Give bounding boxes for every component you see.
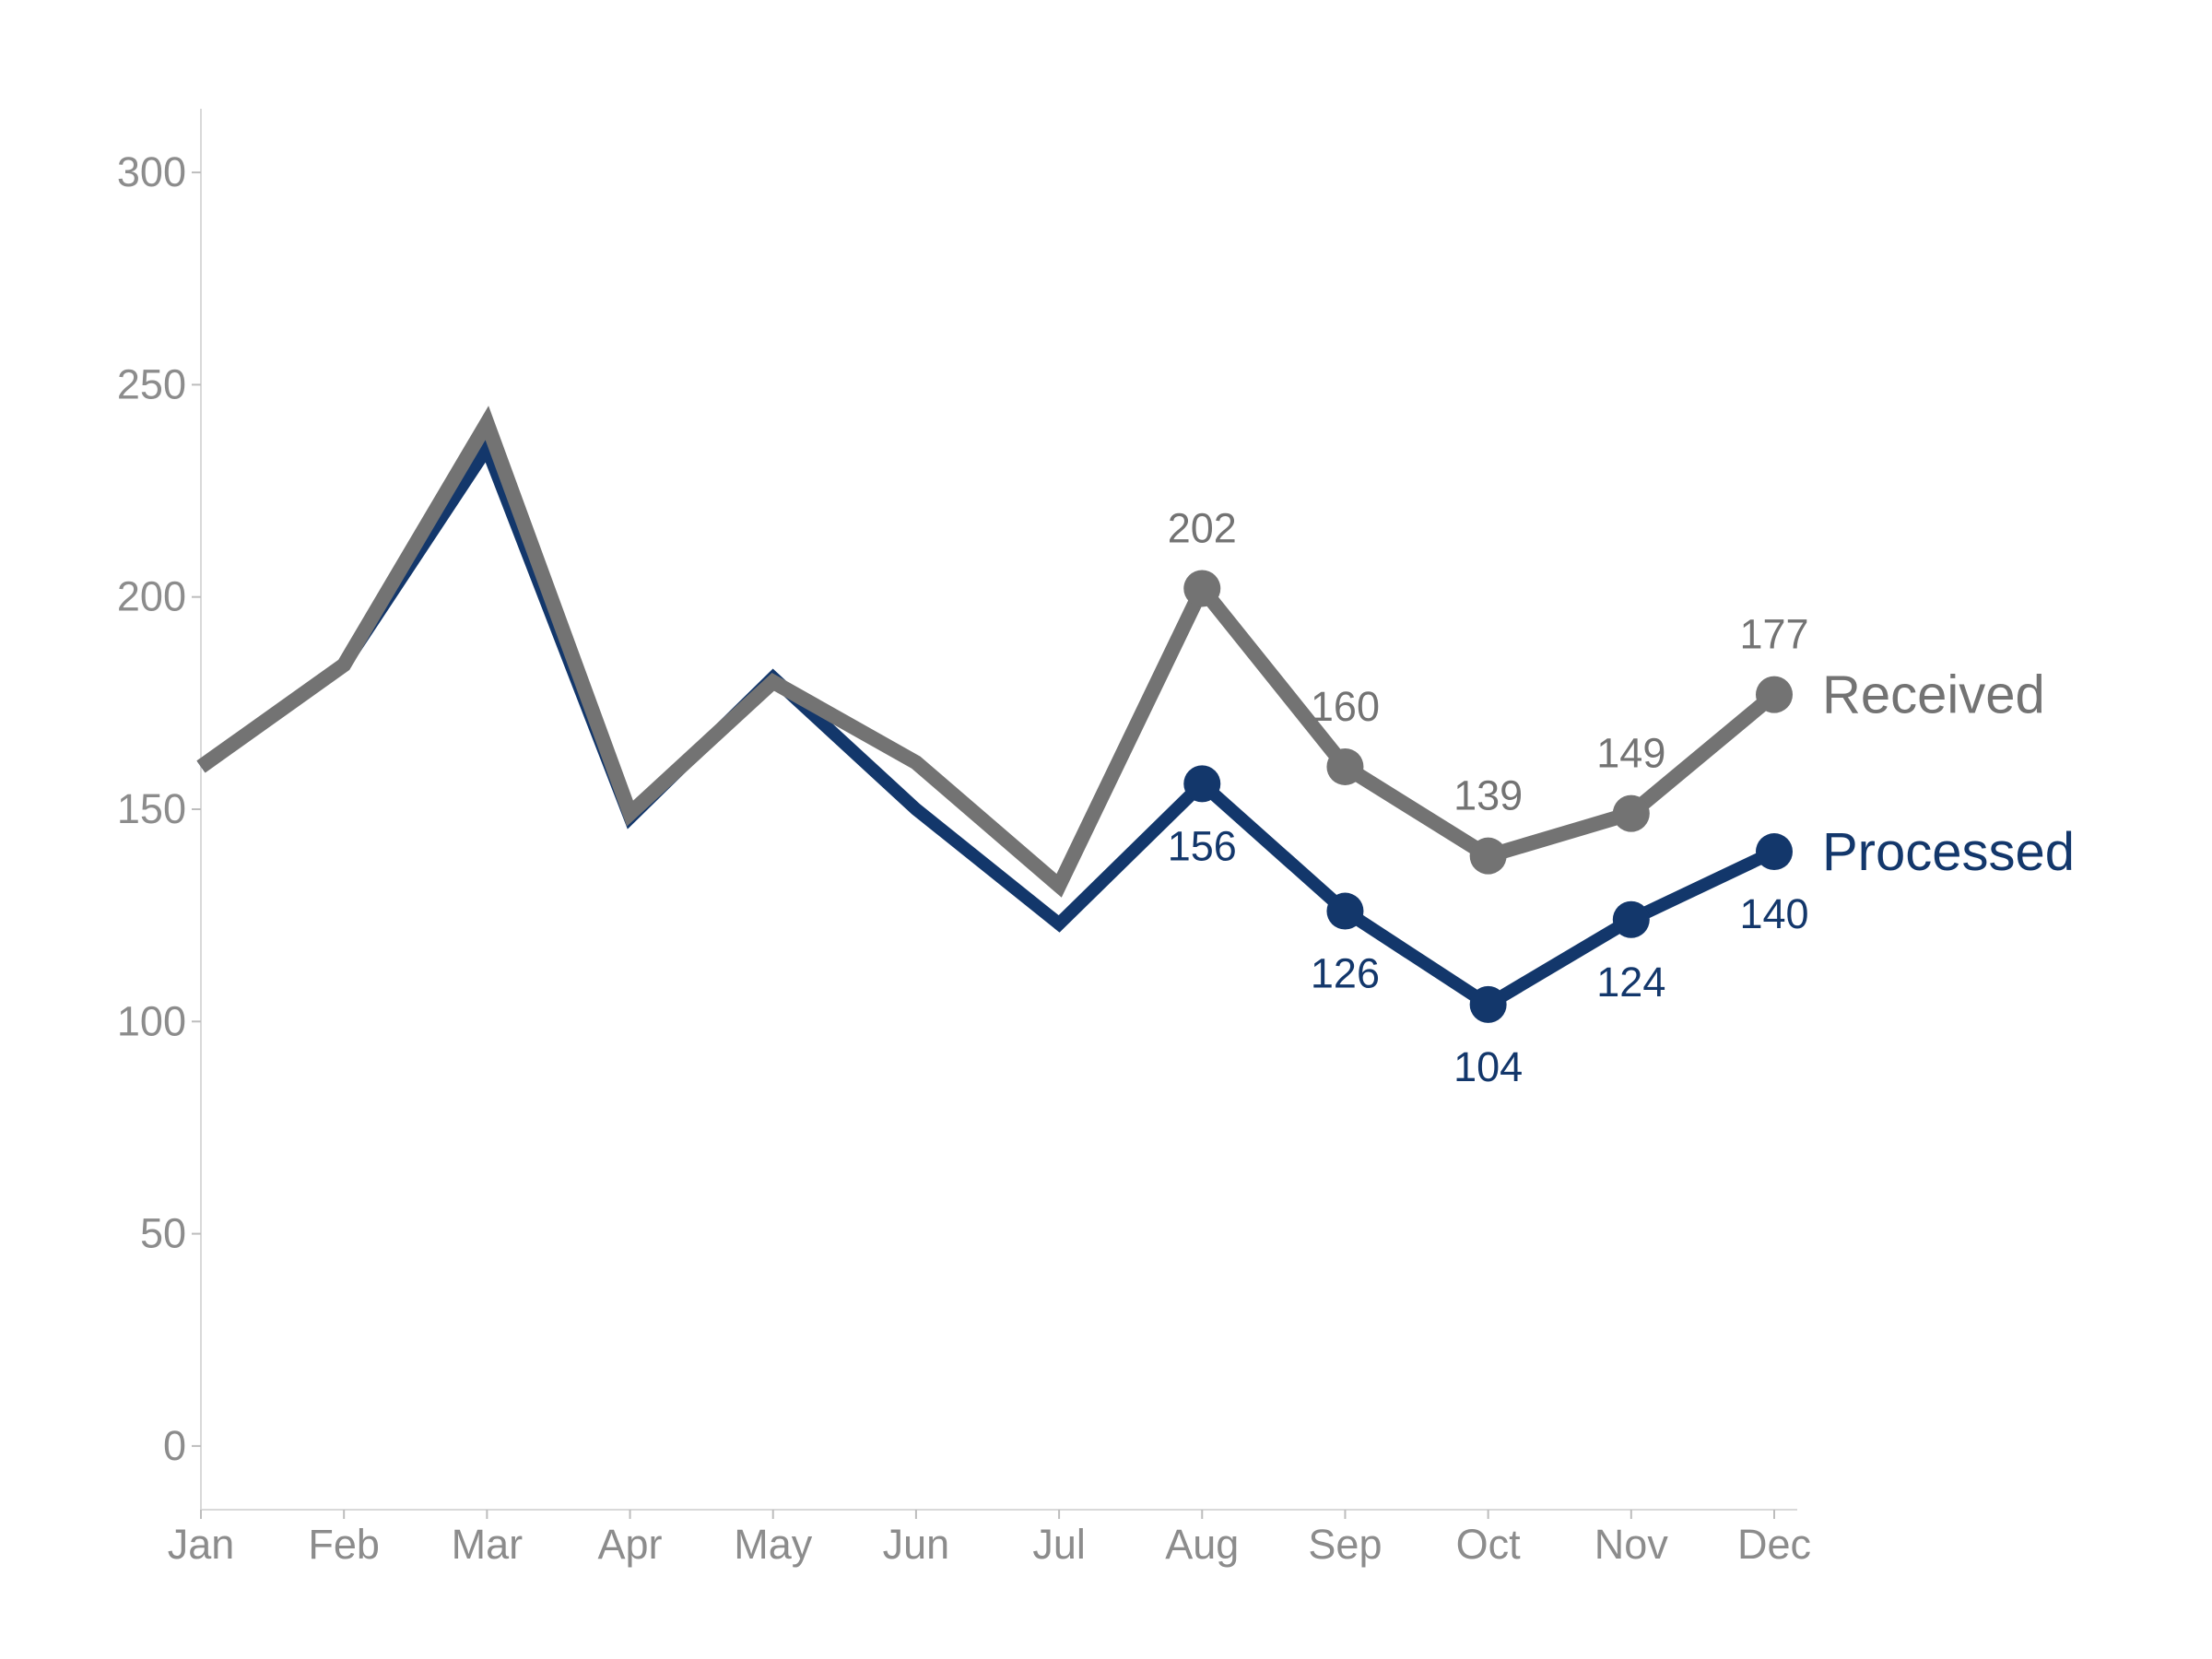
series-received (196, 406, 1780, 898)
series-name-label: Processed (1822, 822, 2075, 882)
series-line-processed (196, 434, 1778, 1013)
y-tick-label: 250 (117, 360, 186, 407)
x-tick-label: May (734, 1521, 813, 1568)
data-point (1183, 570, 1221, 607)
y-tick-label: 200 (117, 573, 186, 620)
data-label: 139 (1453, 772, 1523, 819)
y-tick-label: 300 (117, 148, 186, 195)
data-point (1612, 900, 1650, 938)
data-point (1326, 747, 1364, 785)
series-line-received (196, 406, 1780, 898)
series-layer: 156 126 104 124 140 Processed 202 160 139 149 177 R… (196, 406, 2075, 1090)
data-label: 202 (1168, 504, 1237, 551)
x-tick-label: Jan (168, 1521, 235, 1568)
series-markers-processed: 156 126 104 124 140 Processed (1168, 765, 2075, 1090)
x-tick-label: Aug (1165, 1521, 1239, 1568)
x-tick-label: Feb (308, 1521, 380, 1568)
x-tick-label: Oct (1456, 1521, 1522, 1568)
series-markers-received: 202 160 139 149 177 Received (1168, 504, 2045, 875)
data-label: 126 (1311, 950, 1380, 997)
x-tick-label: Jul (1032, 1521, 1086, 1568)
series-name-label: Received (1822, 665, 2045, 725)
data-label: 177 (1739, 611, 1808, 658)
data-point (1612, 794, 1650, 832)
x-axis: Jan Feb Mar Apr May Jun Jul Aug Sep Oct Nov Dec (168, 1509, 1811, 1568)
x-tick-label: Mar (452, 1521, 524, 1568)
data-label: 124 (1596, 959, 1665, 1006)
data-label: 156 (1168, 822, 1237, 869)
x-tick-label: Sep (1308, 1521, 1382, 1568)
x-tick-label: Nov (1594, 1521, 1669, 1568)
y-axis: 0 50 100 150 200 250 300 (117, 109, 202, 1510)
data-point (1469, 985, 1507, 1023)
data-point (1756, 676, 1793, 713)
x-tick-label: Dec (1737, 1521, 1811, 1568)
series-processed (196, 434, 1778, 1013)
data-point (1183, 765, 1221, 803)
x-tick-label: Apr (598, 1521, 663, 1568)
data-point (1756, 833, 1793, 871)
data-label: 160 (1311, 683, 1380, 730)
data-label: 149 (1596, 730, 1665, 777)
y-tick-label: 150 (117, 785, 186, 832)
data-label: 140 (1739, 890, 1808, 937)
data-point (1326, 892, 1364, 930)
data-label: 104 (1453, 1043, 1523, 1090)
y-tick-label: 0 (163, 1422, 186, 1469)
y-tick-label: 100 (117, 997, 186, 1044)
data-point (1469, 837, 1507, 875)
x-tick-label: Jun (883, 1521, 950, 1568)
y-tick-label: 50 (140, 1210, 186, 1257)
